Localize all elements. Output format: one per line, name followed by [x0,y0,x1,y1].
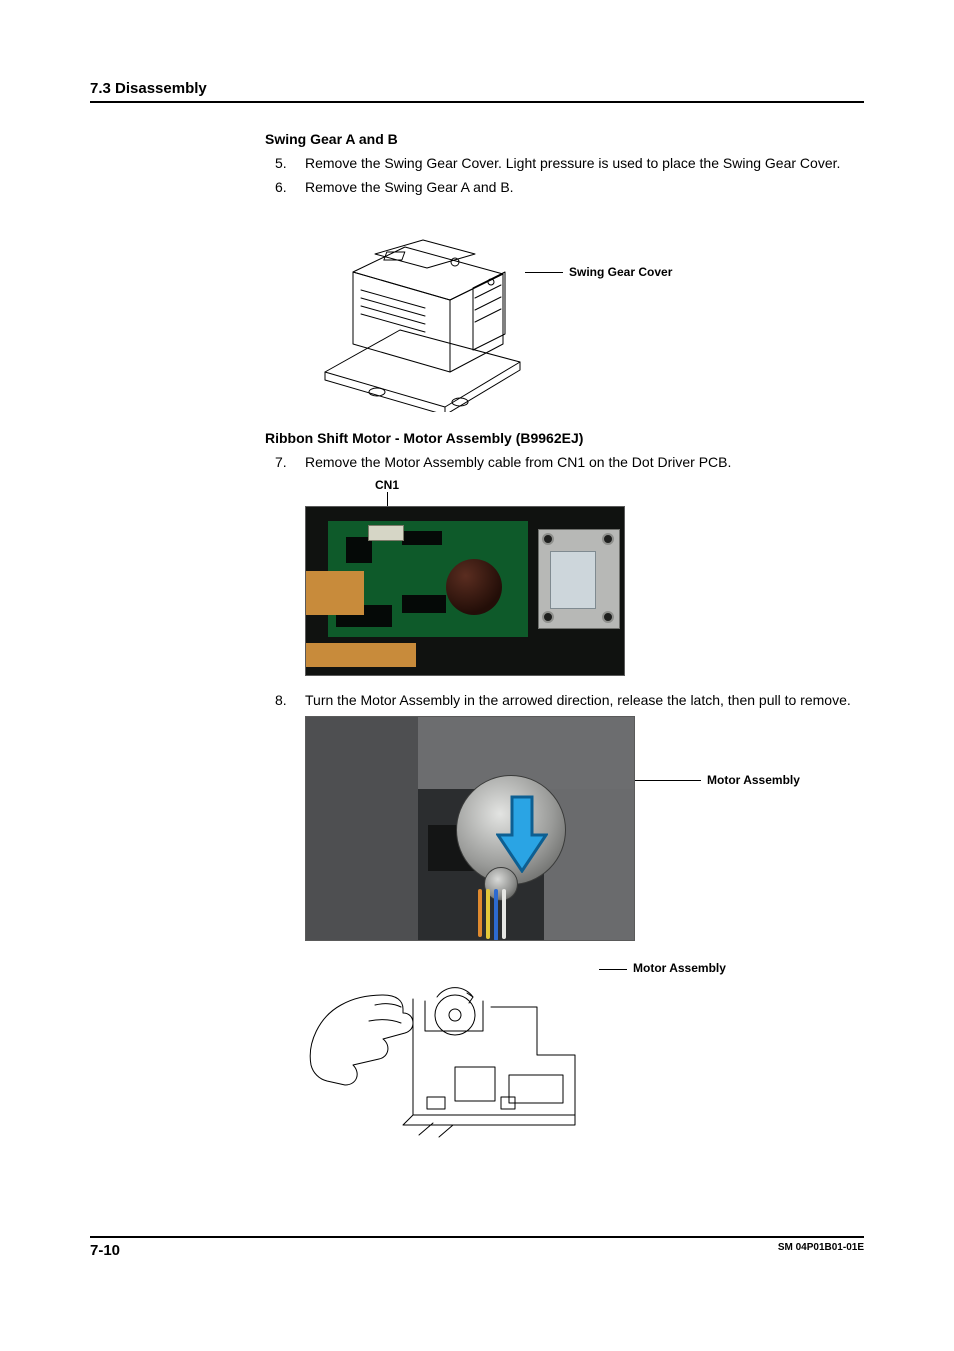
footer-page-number: 7-10 [90,1242,120,1259]
callout-cn1-block: CN1 [305,478,864,506]
step-text: Remove the Swing Gear Cover. Light press… [305,153,864,175]
step-item: 7. Remove the Motor Assembly cable from … [265,452,864,474]
page-footer: 7-10 SM 04P01B01-01E [90,1236,864,1259]
step-item: 8. Turn the Motor Assembly in the arrowe… [265,690,864,712]
steps-list: 8. Turn the Motor Assembly in the arrowe… [265,690,864,712]
step-number: 5. [265,153,305,175]
photo-pcb [305,506,625,676]
figure-pcb-photo [305,506,864,676]
photo-motor-assembly [305,716,635,941]
callout-motor-assembly-lineart: Motor Assembly [633,961,726,975]
footer-doc-id: SM 04P01B01-01E [778,1242,864,1253]
callout-leader [599,969,627,970]
steps-list: 5. Remove the Swing Gear Cover. Light pr… [265,153,864,198]
step-number: 7. [265,452,305,474]
figure-hand-lineart: Motor Assembly [305,947,864,1147]
step-number: 8. [265,690,305,712]
callout-leader [387,492,388,506]
callout-motor-assembly: Motor Assembly [707,773,800,787]
callout-leader [525,272,563,273]
arrow-down-icon [496,795,548,873]
section-header: 7.3 Disassembly [90,80,864,103]
step-text: Remove the Swing Gear A and B. [305,177,864,199]
step-item: 6. Remove the Swing Gear A and B. [265,177,864,199]
subheading-swing-gear: Swing Gear A and B [265,131,864,147]
page: 7.3 Disassembly Swing Gear A and B 5. Re… [0,0,954,1351]
lineart-chassis-icon [305,202,535,412]
lineart-hand-motor-icon [305,947,605,1147]
figure-motor-photo: Motor Assembly [305,716,864,941]
step-number: 6. [265,177,305,199]
subheading-ribbon-shift-motor: Ribbon Shift Motor - Motor Assembly (B99… [265,430,864,446]
callout-leader [631,780,701,781]
callout-cn1: CN1 [375,478,864,492]
step-text: Turn the Motor Assembly in the arrowed d… [305,690,864,712]
figure-swing-gear-cover: Swing Gear Cover [305,202,864,412]
step-text: Remove the Motor Assembly cable from CN1… [305,452,864,474]
callout-swing-gear-cover: Swing Gear Cover [569,265,672,279]
content-column: Swing Gear A and B 5. Remove the Swing G… [265,131,864,1147]
steps-list: 7. Remove the Motor Assembly cable from … [265,452,864,474]
step-item: 5. Remove the Swing Gear Cover. Light pr… [265,153,864,175]
